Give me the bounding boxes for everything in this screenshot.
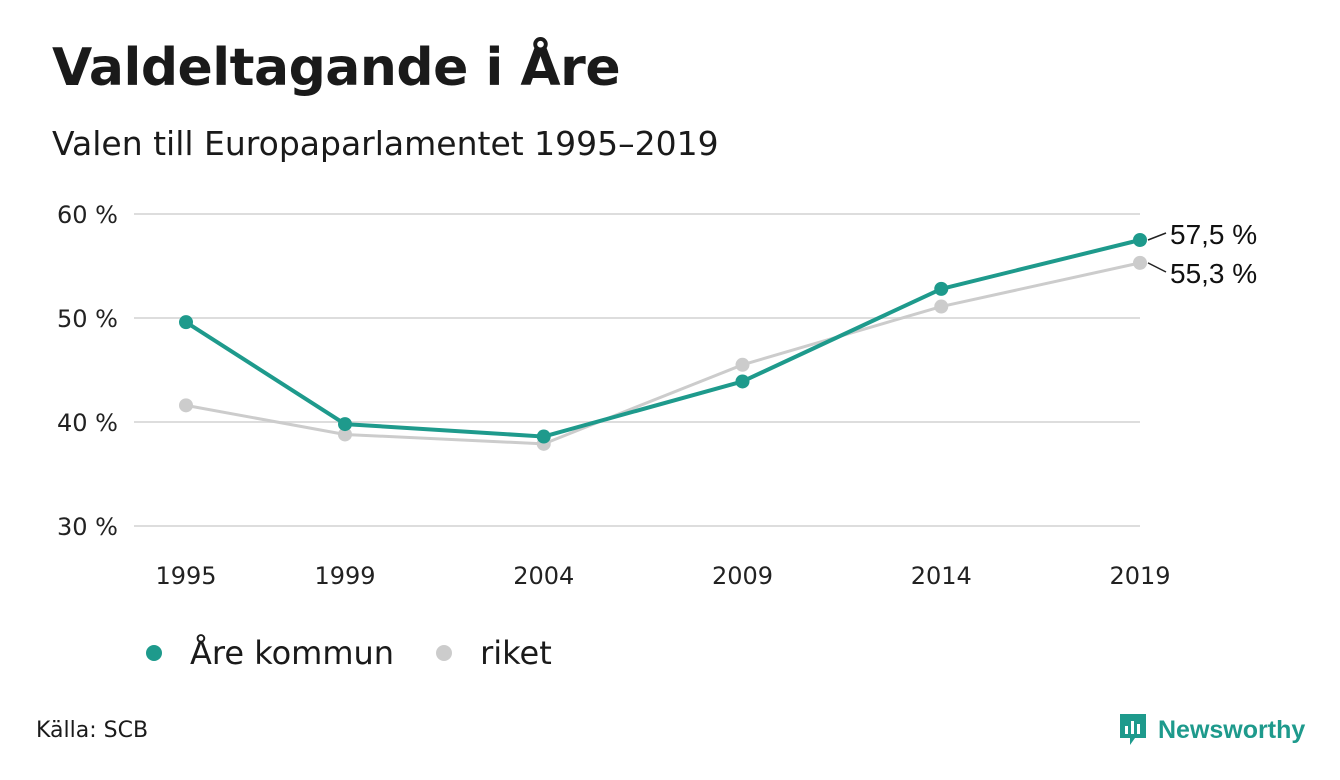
source-note: Källa: SCB bbox=[36, 718, 149, 743]
legend-item-riket: riket bbox=[436, 634, 552, 672]
brand-logo: Newsworthy bbox=[1118, 712, 1305, 748]
data-point-riket bbox=[735, 357, 750, 372]
y-tick-label: 50 % bbox=[57, 305, 118, 333]
series-line-are bbox=[184, 238, 1142, 439]
data-point-riket bbox=[1133, 255, 1147, 270]
x-tick-label: 2004 bbox=[513, 562, 574, 590]
data-point-riket bbox=[338, 427, 352, 442]
y-tick-label: 60 % bbox=[57, 201, 118, 229]
newsworthy-logo-icon bbox=[1120, 714, 1146, 745]
data-point-are bbox=[536, 429, 551, 444]
x-tick-label: 1995 bbox=[155, 562, 216, 590]
legend-marker-are bbox=[146, 645, 162, 661]
series-line-riket bbox=[184, 261, 1142, 446]
x-tick-label: 2009 bbox=[712, 562, 773, 590]
legend: Åre kommun riket bbox=[146, 634, 594, 672]
chart-title: Valdeltagande i Åre bbox=[52, 38, 621, 98]
brand-name: Newsworthy bbox=[1158, 715, 1306, 744]
legend-label-riket: riket bbox=[480, 634, 552, 672]
data-point-are bbox=[1133, 233, 1147, 247]
end-value-label: 55,3 % bbox=[1170, 258, 1257, 289]
data-point-are bbox=[934, 281, 949, 296]
data-point-are bbox=[338, 417, 352, 432]
data-point-are bbox=[735, 374, 750, 389]
legend-label-are: Åre kommun bbox=[190, 634, 395, 672]
y-tick-label: 40 % bbox=[57, 409, 118, 437]
end-value-label: 57,5 % bbox=[1170, 219, 1257, 250]
legend-item-are: Åre kommun bbox=[146, 634, 394, 672]
y-tick-label: 30 % bbox=[57, 513, 118, 541]
end-label-leader-are bbox=[1147, 232, 1167, 241]
end-label-leader-riket bbox=[1147, 262, 1167, 273]
x-tick-label: 2014 bbox=[911, 562, 972, 590]
data-point-riket bbox=[179, 398, 193, 413]
data-point-are bbox=[179, 315, 193, 330]
data-point-riket bbox=[934, 299, 949, 314]
legend-marker-riket bbox=[436, 645, 453, 661]
x-tick-label: 1999 bbox=[314, 562, 375, 590]
chart-subtitle: Valen till Europaparlamentet 1995–2019 bbox=[52, 124, 719, 163]
x-tick-label: 2019 bbox=[1109, 562, 1170, 590]
